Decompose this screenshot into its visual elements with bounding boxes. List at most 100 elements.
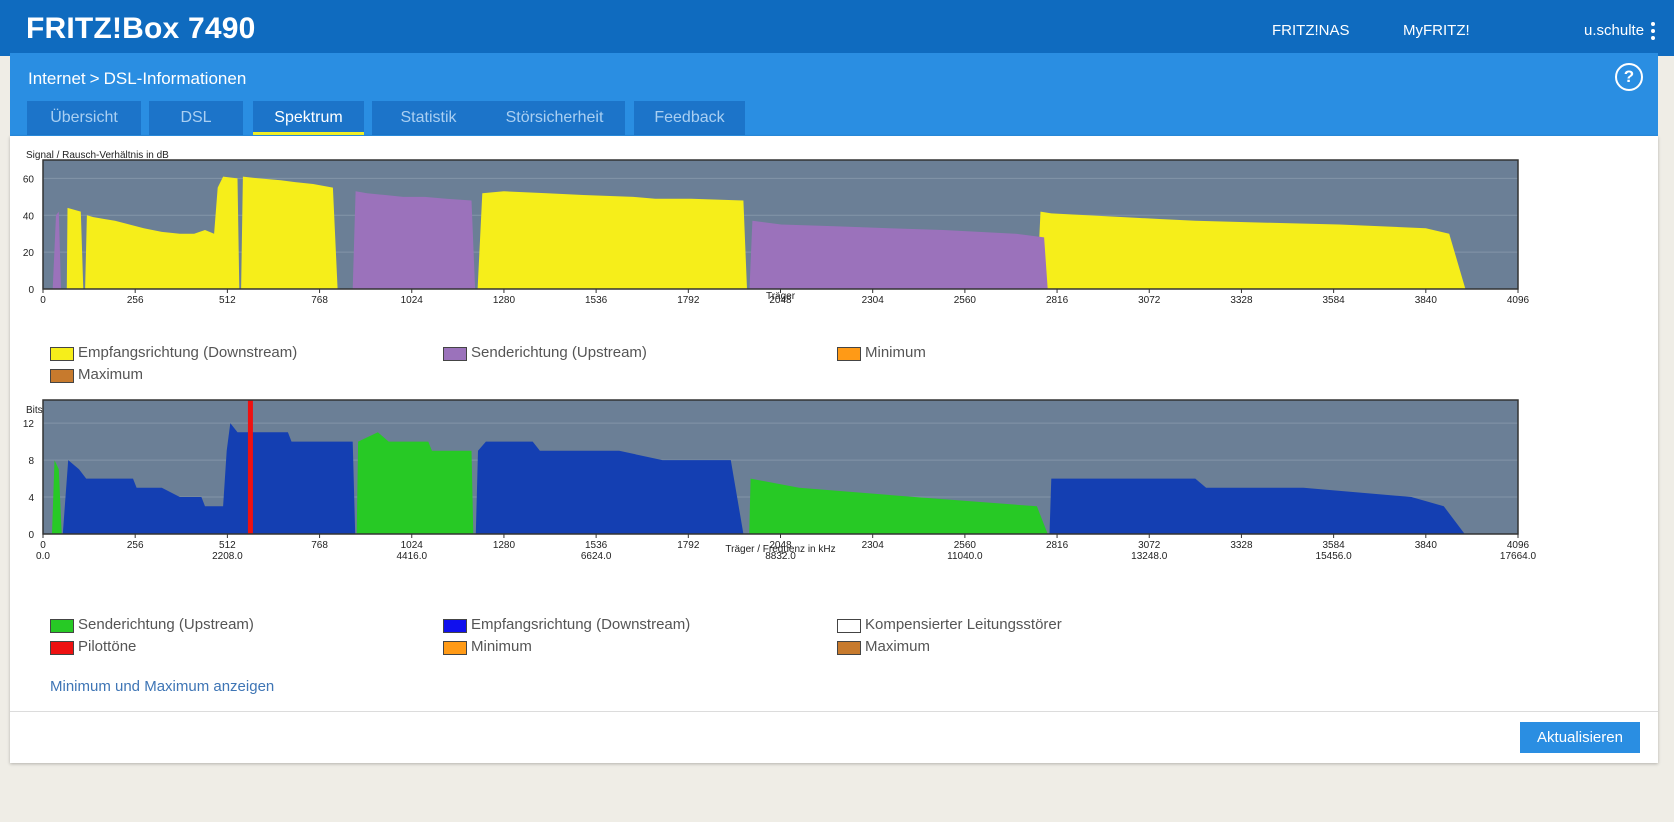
bits-y-tick-label: 8 [28,456,34,467]
snr-chart-title: Signal / Rausch-Verhältnis in dB [26,150,169,161]
bits-x-tick-label: 3072 [1138,540,1161,551]
myfritz-link[interactable]: MyFRITZ! [1403,22,1470,39]
snr-x-tick-label: 2816 [1046,295,1069,306]
bits-x-tick-label: 4096 [1507,540,1530,551]
tab-feedback[interactable]: Feedback [634,101,745,135]
snr-x-tick-label: 1024 [401,295,424,306]
snr-x-tick-label: 4096 [1507,295,1530,306]
snr-x-tick-label: 1536 [585,295,608,306]
bits-series-area [1049,478,1465,534]
tab-dsl[interactable]: DSL [149,101,243,135]
bits-series-area [475,441,744,534]
bits-x-freq-label: 13248.0 [1131,551,1168,562]
legend-label: Minimum [865,344,926,361]
bits-pilot-tone [247,400,253,534]
legend-swatch-brown [837,641,861,655]
legend-label: Senderichtung (Upstream) [471,344,647,361]
bits-x-freq-label: 0.0 [36,551,50,562]
help-icon[interactable]: ? [1615,63,1643,91]
legend-swatch-brown [50,369,74,383]
snr-x-tick-label: 1792 [677,295,700,306]
legend-label: Pilottöne [78,638,137,655]
snr-y-tick-label: 20 [23,248,35,259]
tab-uebersicht[interactable]: Übersicht [27,101,141,135]
breadcrumb: Internet > DSL-Informationen [28,69,246,89]
snr-x-tick-label: 2304 [862,295,885,306]
bits-x-freq-label: 6624.0 [581,551,612,562]
bits-x-tick-label: 1536 [585,540,608,551]
snr-series-area [52,211,61,289]
legend-label: Senderichtung (Upstream) [78,616,254,633]
bits-x-tick-label: 3584 [1323,540,1346,551]
snr-x-tick-label: 512 [219,295,236,306]
legend-swatch-purple [443,347,467,361]
snr-x-tick-label: 3072 [1138,295,1161,306]
legend-swatch-orange [443,641,467,655]
legend-swatch-yellow [50,347,74,361]
legend-swatch-white [837,619,861,633]
breadcrumb-internet[interactable]: Internet [28,69,86,88]
content-panel: Signal / Rausch-Verhältnis in dB Bits 0 2… [10,136,1658,763]
show-min-max-link[interactable]: Minimum und Maximum anzeigen [50,678,275,695]
bits-x-tick-label: 2048 [769,540,792,551]
bits-x-tick-label: 768 [311,540,328,551]
bits-x-tick-label: 3840 [1415,540,1438,551]
sub-header: Internet > DSL-Informationen ? Übersicht D… [10,53,1658,136]
tab-stoersicherheit[interactable]: Störsicherheit [484,101,625,135]
divider [10,711,1658,712]
bits-x-tick-label: 256 [127,540,144,551]
bits-x-tick-label: 2560 [954,540,977,551]
bits-x-freq-label: 4416.0 [396,551,427,562]
bits-x-tick-label: 512 [219,540,236,551]
top-bar: FRITZ!Box 7490 FRITZ!NAS MyFRITZ! u.schu… [0,0,1674,56]
legend-swatch-blue [443,619,467,633]
snr-series-area [477,191,747,289]
snr-x-axis-label: Träger [766,291,796,302]
breadcrumb-current: DSL-Informationen [103,69,247,88]
bits-y-tick-label: 0 [28,530,34,541]
bits-series-area [356,432,474,534]
legend-label: Maximum [865,638,931,655]
bits-y-tick-label: 4 [28,493,34,504]
snr-x-tick-label: 256 [127,295,144,306]
snr-x-tick-label: 2560 [954,295,977,306]
kebab-menu-icon[interactable] [1650,22,1656,42]
fritznas-link[interactable]: FRITZ!NAS [1272,22,1350,39]
snr-y-tick-label: 40 [23,211,35,222]
bits-x-tick-label: 1792 [677,540,700,551]
bits-series-area [749,478,1048,534]
bits-x-freq-label: 15456.0 [1316,551,1353,562]
legend-swatch-green [50,619,74,633]
snr-x-tick-label: 0 [40,295,46,306]
snr-x-tick-label: 3584 [1323,295,1346,306]
user-name[interactable]: u.schulte [1584,22,1645,39]
snr-x-tick-label: 3328 [1230,295,1253,306]
snr-series-area [66,176,338,289]
snr-y-tick-label: 0 [28,285,34,296]
legend-label: Kompensierter Leitungsstörer [865,616,1062,633]
bits-x-tick-label: 2816 [1046,540,1069,551]
snr-series-area [749,220,1048,289]
snr-x-tick-label: 3840 [1415,295,1438,306]
legend-label: Maximum [78,366,144,383]
snr-y-tick-label: 60 [23,174,35,185]
bits-x-tick-label: 3328 [1230,540,1253,551]
bits-x-freq-label: 11040.0 [947,551,983,562]
tab-spektrum[interactable]: Spektrum [253,101,364,135]
refresh-button[interactable]: Aktualisieren [1520,722,1640,753]
bits-x-freq-label: 2208.0 [212,551,243,562]
bits-x-freq-label: 8832.0 [765,551,796,562]
bits-x-tick-label: 2304 [862,540,885,551]
brand-logo[interactable]: FRITZ!Box 7490 [26,12,256,45]
bits-series-area [52,460,62,534]
bits-y-tick-label: 12 [23,419,35,430]
tab-statistik[interactable]: Statistik [372,101,485,135]
legend-swatch-red [50,641,74,655]
legend-label: Empfangsrichtung (Downstream) [471,616,691,633]
snr-x-tick-label: 768 [311,295,328,306]
snr-series-area [352,191,476,289]
snr-series-area [1036,211,1466,289]
bits-chart-title: Bits [26,405,43,416]
snr-x-tick-label: 1280 [493,295,516,306]
